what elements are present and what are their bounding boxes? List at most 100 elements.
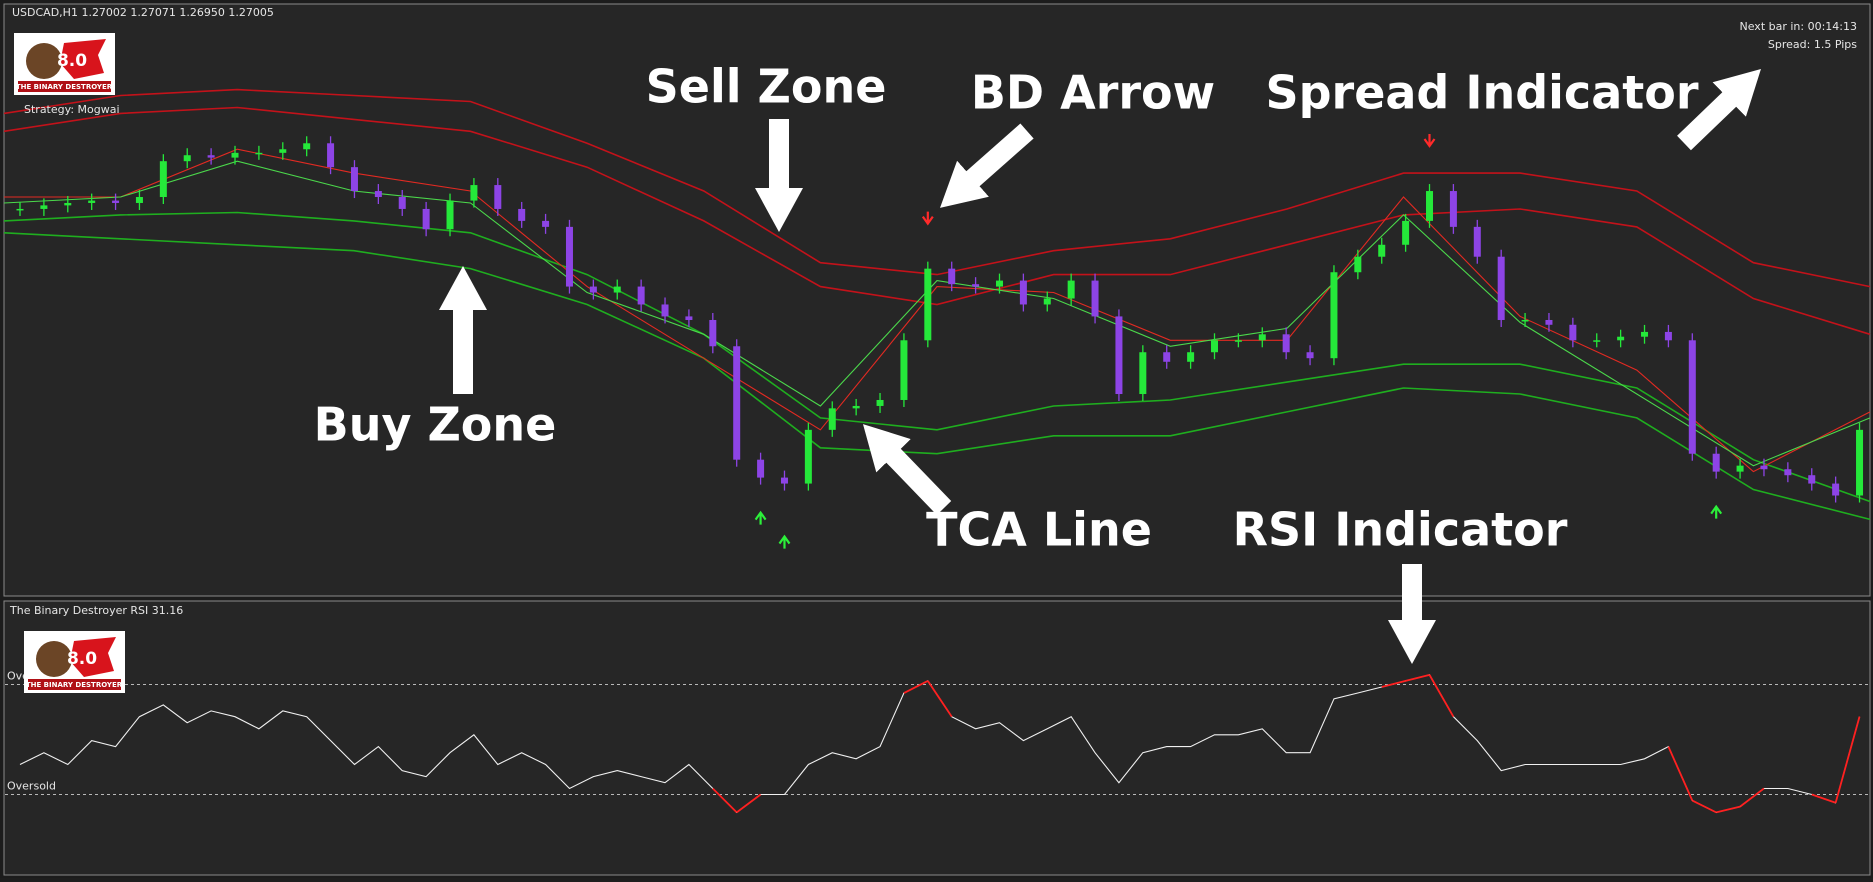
- candle-body: [1856, 429, 1864, 496]
- rsi-title: The Binary Destroyer RSI 31.16: [9, 604, 183, 617]
- candle-body: [709, 319, 717, 347]
- candle-body: [852, 405, 860, 409]
- candle-body: [1521, 319, 1529, 322]
- rsi-extreme-segment: [1667, 746, 1694, 801]
- candle-body: [1545, 319, 1553, 325]
- candle-body: [494, 185, 502, 209]
- strategy-label: Strategy: Mogwai: [24, 103, 120, 116]
- rsi-extreme-segment: [712, 787, 738, 814]
- candle-body: [661, 304, 669, 317]
- logo-banner: [18, 81, 111, 92]
- candle-body: [1569, 324, 1577, 341]
- candle-body: [470, 185, 478, 201]
- arrow: [940, 123, 1034, 208]
- annotation-label: Sell Zone: [646, 60, 887, 114]
- candle-body: [1641, 331, 1649, 337]
- logo-bear: [36, 641, 72, 677]
- candle-body: [88, 200, 96, 203]
- annotation-label: Buy Zone: [314, 398, 557, 452]
- candle-body: [1234, 340, 1242, 342]
- candle-body: [804, 429, 812, 484]
- candle-body: [1784, 469, 1792, 476]
- candle-body: [183, 155, 191, 162]
- buy-signal-arrow: [778, 534, 791, 549]
- candle-body: [1497, 256, 1505, 320]
- candle-body: [1163, 352, 1171, 362]
- rsi-extreme-segment: [1811, 793, 1836, 804]
- logo-badge: 8.0: [67, 649, 97, 669]
- next-bar-timer: Next bar in: 00:14:13: [1740, 20, 1858, 33]
- rsi-extreme-segment: [1428, 674, 1455, 718]
- candle-body: [757, 459, 765, 478]
- logos: 8.0 THE BINARY DESTROYER 8.0 THE BINARY DES…: [14, 33, 125, 693]
- rsi-extreme-segment: [903, 680, 929, 694]
- logo-bull: [60, 39, 106, 79]
- indicator-band: [3, 88, 1871, 288]
- rsi-panel: [3, 600, 1871, 876]
- candle-body: [1402, 220, 1410, 245]
- candle-body: [637, 286, 645, 305]
- candle-body: [972, 284, 980, 287]
- rsi-extreme-segment: [1715, 805, 1741, 814]
- annotation-label: TCA Line: [926, 503, 1152, 557]
- candle-body: [900, 340, 908, 400]
- candle-body: [446, 200, 454, 230]
- candle-body: [1808, 475, 1816, 484]
- candle-body: [374, 191, 382, 198]
- sell-signal-arrow: [1423, 134, 1436, 148]
- candle-body: [924, 268, 932, 341]
- rsi-extreme-segment: [1739, 787, 1765, 808]
- candle-body: [398, 197, 406, 209]
- candle-body: [780, 477, 788, 484]
- candle-body: [1330, 272, 1338, 359]
- candle-body: [64, 202, 72, 206]
- candle-body: [327, 143, 335, 168]
- candle-body: [1258, 334, 1266, 341]
- candle-body: [1832, 483, 1840, 496]
- logo-badge: 8.0: [57, 51, 87, 71]
- spread-indicator: Spread: 1.5 Pips: [1768, 38, 1857, 51]
- sell-signal-arrow: [921, 211, 934, 226]
- candle-body: [422, 208, 430, 230]
- annotation-label: RSI Indicator: [1233, 503, 1568, 557]
- indicator-band: [3, 232, 1871, 521]
- candle-body: [303, 143, 311, 150]
- logo: 8.0 THE BINARY DESTROYER: [14, 33, 115, 95]
- candle-body: [542, 220, 550, 227]
- candle-body: [828, 408, 836, 430]
- candle-body: [613, 286, 621, 293]
- indicator-band: [3, 211, 1871, 503]
- indicator-band: [3, 160, 1871, 467]
- candle-body: [1449, 191, 1457, 227]
- candle-body: [948, 268, 956, 285]
- candle-body: [1139, 352, 1147, 395]
- rsi-extreme-segment: [1405, 674, 1430, 682]
- candle-body: [279, 149, 287, 153]
- candle-body: [733, 346, 741, 460]
- candle-body: [589, 286, 597, 293]
- logo-bear: [26, 43, 62, 79]
- candle-body: [1617, 336, 1625, 341]
- candle-body: [1067, 280, 1075, 299]
- rsi-extreme-segment: [1834, 716, 1861, 803]
- candle-body: [1019, 280, 1027, 305]
- candle-body: [1043, 298, 1051, 305]
- candle-body: [255, 152, 263, 155]
- arrow: [1677, 69, 1761, 151]
- indicator-band: [3, 106, 1871, 336]
- candle-body: [685, 316, 693, 320]
- candle-body: [207, 155, 215, 158]
- candle-body: [1211, 340, 1218, 353]
- candle-body: [1306, 352, 1314, 359]
- candle-body: [1282, 334, 1290, 353]
- candle-body: [565, 226, 573, 287]
- indicator-band: [4, 148, 1871, 473]
- candle-body: [1688, 340, 1696, 454]
- logo-bull: [70, 637, 116, 677]
- rsi-extreme-segment: [927, 680, 953, 718]
- candle-body: [159, 161, 167, 198]
- candle-body: [1736, 465, 1744, 472]
- candle-body: [1760, 465, 1768, 470]
